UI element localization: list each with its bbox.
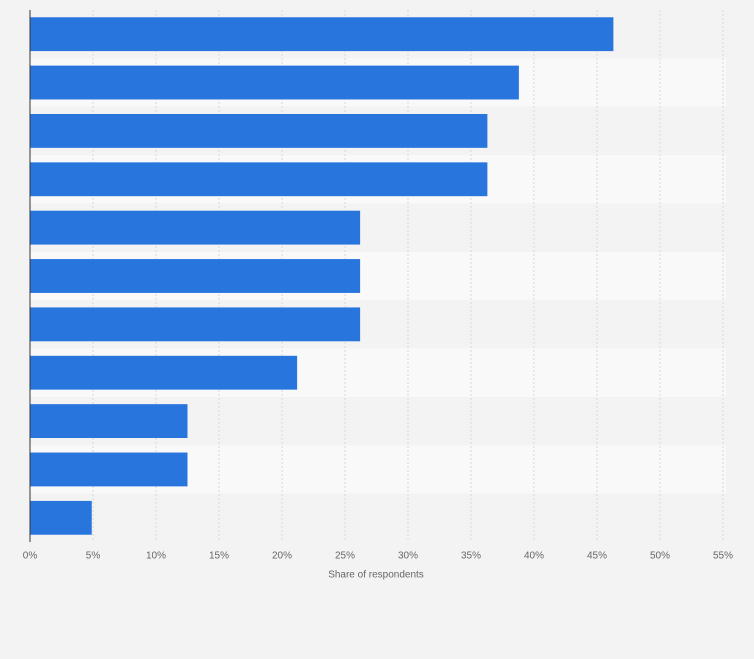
bar — [30, 452, 188, 487]
x-tick-label: 40% — [524, 551, 544, 562]
bar — [30, 404, 188, 439]
x-tick-label: 0% — [23, 551, 38, 562]
bar — [30, 113, 488, 148]
x-tick-label: 25% — [335, 551, 355, 562]
x-tick-label: 35% — [461, 551, 481, 562]
x-tick-label: 20% — [272, 551, 292, 562]
x-tick-label: 45% — [587, 551, 607, 562]
bar — [30, 65, 519, 100]
row-stripe — [30, 493, 726, 542]
x-tick-label: 10% — [146, 551, 166, 562]
x-tick-label: 50% — [650, 551, 670, 562]
bar — [30, 500, 92, 535]
bar — [30, 259, 361, 293]
bar — [30, 210, 361, 245]
bar — [30, 307, 361, 342]
x-tick-label: 15% — [209, 551, 229, 562]
x-tick-label: 5% — [86, 551, 101, 562]
bar — [30, 162, 488, 197]
x-tick-label: 55% — [713, 551, 733, 562]
bar — [30, 17, 614, 52]
x-tick-label: 30% — [398, 551, 418, 562]
x-axis-label: Share of respondents — [328, 570, 424, 581]
bar — [30, 355, 298, 390]
